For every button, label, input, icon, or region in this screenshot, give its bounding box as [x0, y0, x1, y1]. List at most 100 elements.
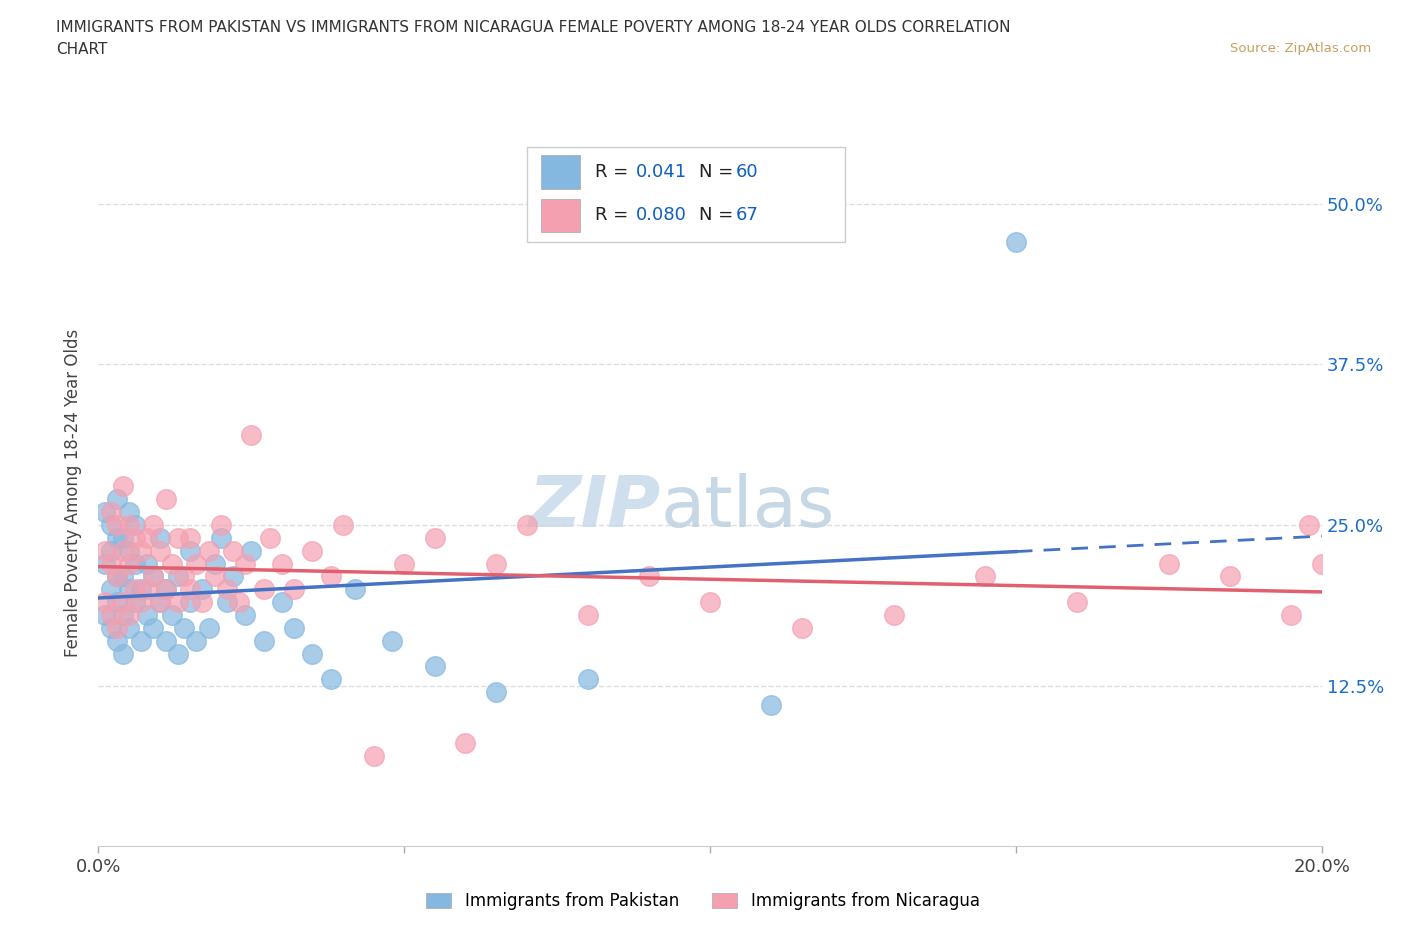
- Y-axis label: Female Poverty Among 18-24 Year Olds: Female Poverty Among 18-24 Year Olds: [65, 329, 83, 657]
- Point: [111, 607, 134, 622]
- Point: [136, 556, 159, 571]
- Point: [759, 698, 782, 712]
- Point: [100, 556, 122, 571]
- Point: [149, 543, 172, 558]
- Point: [283, 582, 305, 597]
- Point: [204, 569, 226, 584]
- Point: [319, 569, 342, 584]
- Point: [155, 582, 177, 597]
- Point: [637, 569, 661, 584]
- Point: [197, 620, 219, 635]
- Point: [118, 518, 141, 533]
- Point: [149, 594, 172, 609]
- Point: [167, 646, 190, 661]
- Point: [93, 505, 115, 520]
- Point: [93, 543, 115, 558]
- Point: [576, 671, 599, 686]
- Point: [111, 569, 134, 584]
- Point: [516, 518, 538, 533]
- Point: [118, 582, 141, 597]
- Point: [1066, 594, 1088, 609]
- Text: N =: N =: [699, 163, 740, 180]
- Point: [111, 646, 134, 661]
- Text: R =: R =: [595, 163, 634, 180]
- Point: [155, 633, 177, 648]
- Point: [118, 607, 141, 622]
- Text: 60: 60: [735, 163, 758, 180]
- Point: [222, 569, 245, 584]
- Point: [124, 582, 146, 597]
- Point: [173, 569, 195, 584]
- Point: [111, 594, 134, 609]
- Point: [142, 518, 165, 533]
- Point: [301, 646, 323, 661]
- Point: [186, 633, 208, 648]
- Text: R =: R =: [595, 206, 634, 224]
- Point: [790, 620, 813, 635]
- Point: [332, 518, 354, 533]
- Point: [142, 569, 165, 584]
- Point: [363, 749, 385, 764]
- Point: [118, 620, 141, 635]
- FancyBboxPatch shape: [526, 147, 845, 242]
- Point: [149, 594, 172, 609]
- Point: [179, 543, 201, 558]
- Point: [129, 582, 152, 597]
- Point: [111, 479, 134, 494]
- Point: [142, 620, 165, 635]
- Point: [105, 594, 128, 609]
- Point: [167, 530, 190, 545]
- Point: [167, 569, 190, 584]
- Text: Source: ZipAtlas.com: Source: ZipAtlas.com: [1230, 42, 1371, 55]
- Point: [423, 530, 446, 545]
- Point: [283, 620, 305, 635]
- Point: [105, 633, 128, 648]
- Point: [233, 607, 256, 622]
- Point: [233, 556, 256, 571]
- Point: [191, 582, 214, 597]
- Point: [105, 518, 128, 533]
- Point: [100, 620, 122, 635]
- Point: [160, 556, 183, 571]
- Point: [191, 594, 214, 609]
- Point: [485, 684, 508, 699]
- Text: ZIP: ZIP: [529, 472, 661, 541]
- Point: [204, 556, 226, 571]
- Point: [105, 620, 128, 635]
- Text: N =: N =: [699, 206, 740, 224]
- Point: [105, 492, 128, 507]
- Text: IMMIGRANTS FROM PAKISTAN VS IMMIGRANTS FROM NICARAGUA FEMALE POVERTY AMONG 18-24: IMMIGRANTS FROM PAKISTAN VS IMMIGRANTS F…: [56, 20, 1011, 35]
- Point: [454, 736, 477, 751]
- Point: [179, 594, 201, 609]
- Point: [100, 543, 122, 558]
- Text: 67: 67: [735, 206, 759, 224]
- Point: [124, 594, 146, 609]
- Point: [1157, 556, 1180, 571]
- Point: [485, 556, 508, 571]
- Point: [576, 607, 599, 622]
- Point: [259, 530, 281, 545]
- Text: 0.041: 0.041: [636, 163, 686, 180]
- Point: [228, 594, 250, 609]
- Point: [118, 543, 141, 558]
- Point: [215, 594, 238, 609]
- Point: [100, 505, 122, 520]
- Point: [319, 671, 342, 686]
- Point: [100, 518, 122, 533]
- Point: [173, 620, 195, 635]
- Point: [209, 518, 232, 533]
- Point: [270, 556, 292, 571]
- Text: CHART: CHART: [56, 42, 108, 57]
- Text: atlas: atlas: [661, 472, 835, 541]
- Point: [344, 582, 367, 597]
- Point: [1298, 518, 1320, 533]
- FancyBboxPatch shape: [541, 154, 581, 189]
- Point: [381, 633, 404, 648]
- Point: [124, 556, 146, 571]
- Point: [105, 569, 128, 584]
- Point: [699, 594, 721, 609]
- Point: [222, 543, 245, 558]
- Point: [209, 530, 232, 545]
- Point: [105, 569, 128, 584]
- Point: [240, 428, 263, 443]
